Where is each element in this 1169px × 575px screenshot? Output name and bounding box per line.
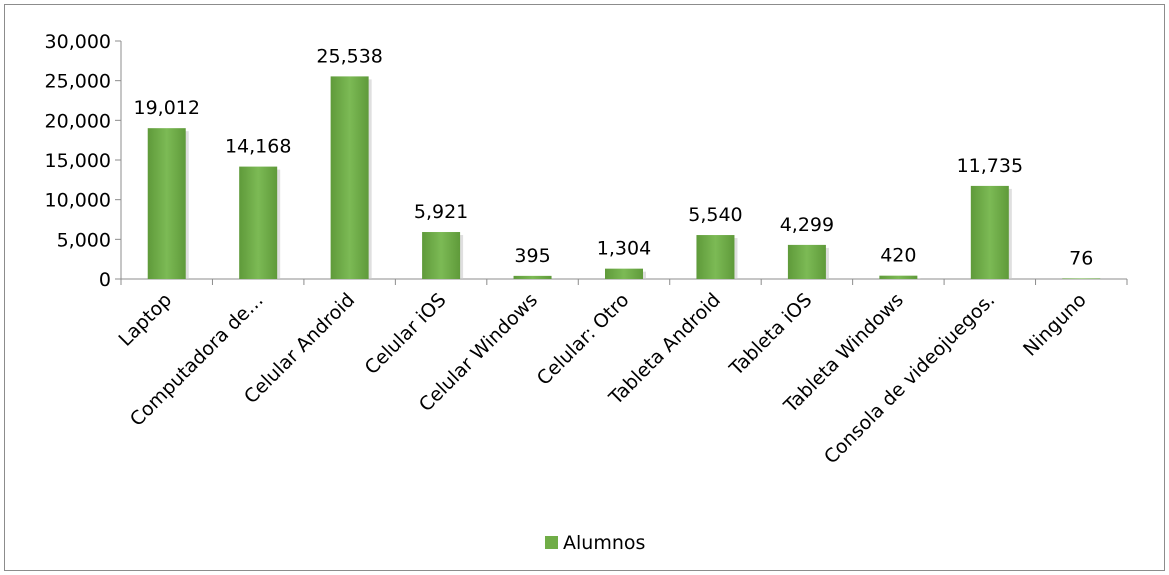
category-label: Celular: Otro bbox=[533, 289, 634, 390]
data-label: 19,012 bbox=[133, 97, 199, 119]
data-label: 11,735 bbox=[957, 155, 1023, 177]
data-label: 4,299 bbox=[780, 214, 834, 236]
y-tick-label: 20,000 bbox=[45, 110, 111, 132]
legend: Alumnos bbox=[545, 532, 645, 554]
bar bbox=[330, 76, 369, 280]
y-tick-label: 10,000 bbox=[45, 190, 111, 212]
category-label: Ninguno bbox=[1019, 289, 1091, 361]
data-label: 25,538 bbox=[316, 45, 382, 67]
data-labels: 19,012 14,168 25,538 5,921 395 1,304 5,540 4,29… bbox=[133, 45, 1093, 269]
bar bbox=[970, 185, 1009, 279]
y-tick-label: 15,000 bbox=[45, 150, 111, 172]
bar bbox=[422, 232, 461, 279]
chart-frame bbox=[4, 4, 1165, 571]
category-label: Tableta iOS bbox=[725, 289, 817, 381]
category-label: Celular iOS bbox=[361, 289, 451, 379]
data-label: 395 bbox=[514, 245, 550, 267]
data-label: 5,921 bbox=[414, 201, 468, 223]
bar bbox=[879, 275, 918, 279]
bar bbox=[696, 235, 735, 279]
y-tick-label: 30,000 bbox=[45, 31, 111, 53]
bar bbox=[239, 166, 278, 279]
category-label: Consola de videojuegos. bbox=[820, 289, 999, 468]
data-label: 76 bbox=[1069, 247, 1093, 269]
bar bbox=[1062, 278, 1101, 279]
axes: 0 5,000 10,000 15,000 20,000 25,000 30,000 bbox=[45, 31, 1128, 291]
data-label: 420 bbox=[880, 245, 916, 267]
bar bbox=[605, 268, 643, 279]
category-label: Laptop bbox=[114, 289, 176, 351]
bar bbox=[147, 128, 186, 279]
y-tick-label: 25,000 bbox=[45, 71, 111, 93]
y-tick-label: 0 bbox=[99, 269, 111, 291]
bar bbox=[787, 244, 826, 279]
y-tick-label: 5,000 bbox=[57, 229, 111, 251]
data-label: 14,168 bbox=[225, 136, 291, 158]
bars bbox=[147, 76, 1101, 280]
legend-swatch bbox=[545, 536, 558, 549]
data-label: 5,540 bbox=[688, 204, 742, 226]
bar bbox=[513, 275, 552, 279]
legend-label: Alumnos bbox=[563, 532, 645, 554]
data-label: 1,304 bbox=[597, 238, 651, 260]
